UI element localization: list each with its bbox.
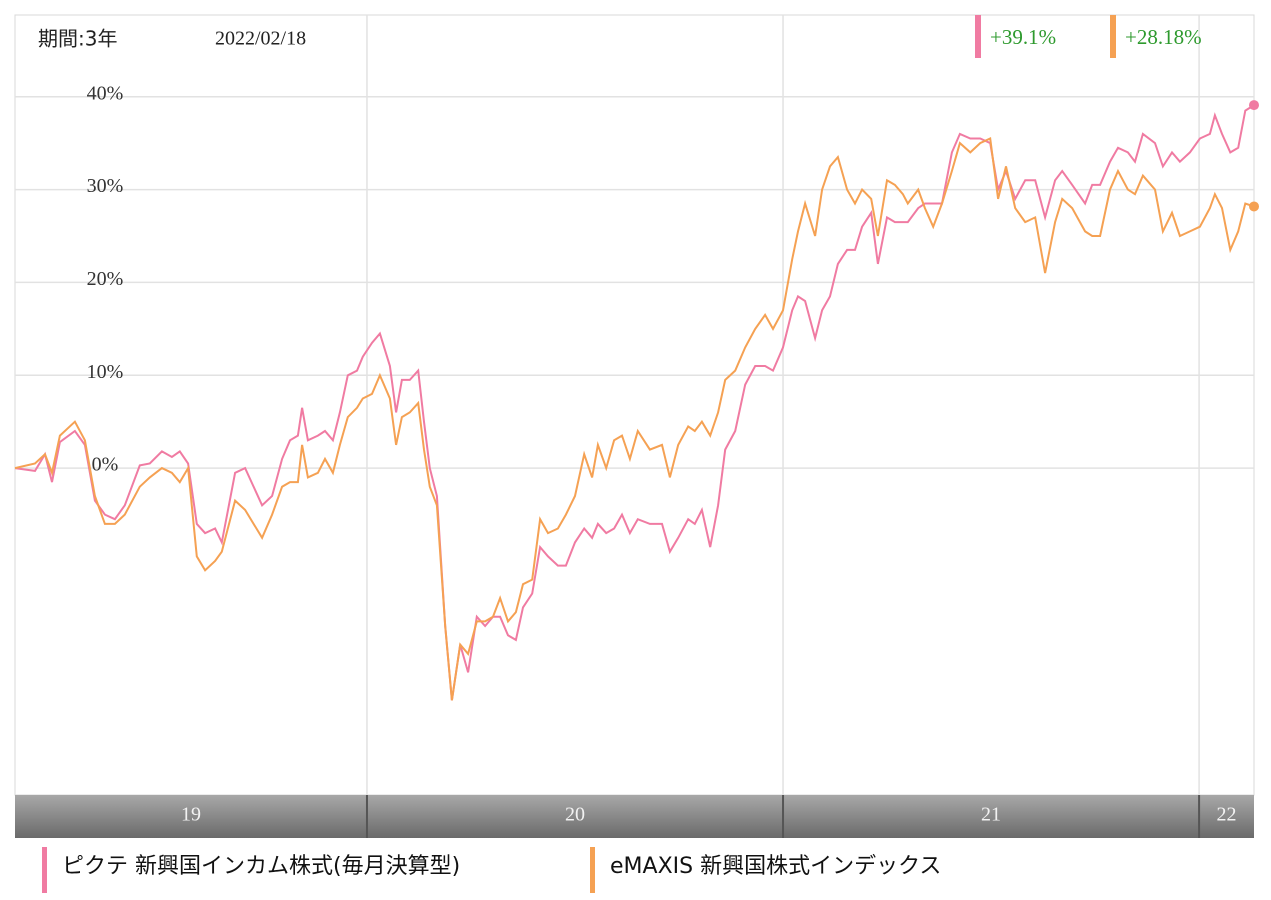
period-label: 期間:3年 bbox=[38, 27, 117, 51]
badge-swatch bbox=[975, 15, 981, 58]
legend-label: eMAXIS 新興国株式インデックス bbox=[610, 854, 941, 879]
series-line bbox=[14, 137, 1255, 701]
end-point bbox=[1249, 100, 1259, 111]
y-tick-label: 0% bbox=[92, 454, 119, 476]
y-tick-label: 30% bbox=[87, 175, 124, 197]
end-point bbox=[1249, 201, 1259, 212]
change-label: +39.1% bbox=[990, 25, 1056, 49]
x-tick-label: 21 bbox=[981, 804, 1001, 826]
legend-label: ピクテ 新興国インカム株式(毎月決算型) bbox=[62, 854, 460, 879]
x-axis-band bbox=[15, 795, 1254, 838]
date-label: 2022/02/18 bbox=[215, 28, 306, 50]
x-tick-label: 19 bbox=[181, 804, 201, 826]
change-label: +28.18% bbox=[1125, 25, 1202, 49]
y-tick-label: 10% bbox=[87, 361, 124, 383]
legend-swatch bbox=[42, 847, 47, 893]
series-line bbox=[14, 104, 1255, 701]
y-tick-label: 40% bbox=[87, 82, 124, 104]
plot-area bbox=[14, 14, 1255, 796]
x-tick-label: 22 bbox=[1217, 804, 1237, 826]
legend-swatch bbox=[590, 847, 595, 893]
y-tick-label: 20% bbox=[87, 268, 124, 290]
x-tick-label: 20 bbox=[565, 804, 585, 826]
badge-swatch bbox=[1110, 15, 1116, 58]
